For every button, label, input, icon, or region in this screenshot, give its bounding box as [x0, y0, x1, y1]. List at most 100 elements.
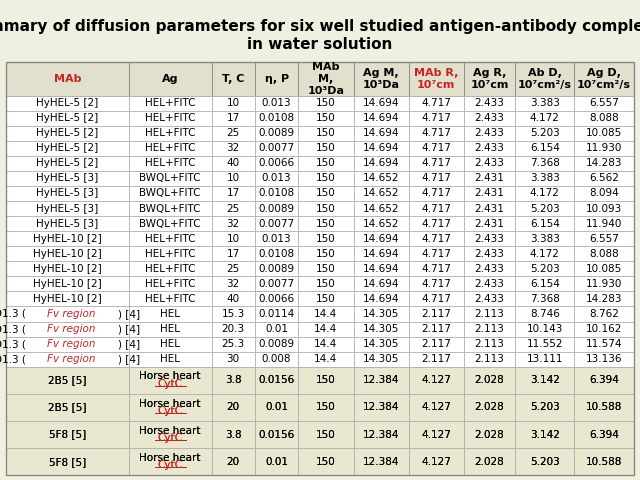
Bar	[212, 246, 255, 261]
Bar	[515, 322, 575, 336]
Text: 0.01: 0.01	[265, 402, 288, 412]
Text: HyHEL-5 [3]: HyHEL-5 [3]	[36, 204, 99, 214]
Text: 17: 17	[227, 113, 240, 123]
Bar	[212, 186, 255, 201]
Bar	[129, 171, 212, 186]
Bar	[298, 96, 353, 110]
Bar	[409, 96, 464, 110]
Bar	[464, 306, 515, 322]
Text: 2.028: 2.028	[475, 375, 504, 385]
Text: 6.557: 6.557	[589, 234, 619, 244]
Text: 14.4: 14.4	[314, 339, 337, 349]
Bar	[353, 216, 409, 231]
Text: 14.652: 14.652	[363, 189, 399, 198]
Text: 10.085: 10.085	[586, 264, 622, 274]
Text: 150: 150	[316, 402, 336, 412]
Bar	[212, 291, 255, 306]
Text: HEL+FITC: HEL+FITC	[145, 234, 195, 244]
Bar	[255, 336, 298, 352]
Text: 11.552: 11.552	[527, 339, 563, 349]
Bar	[515, 421, 575, 448]
Text: 14.4: 14.4	[314, 354, 337, 364]
Text: 2.113: 2.113	[475, 324, 504, 334]
Bar	[353, 367, 409, 394]
Bar	[409, 352, 464, 367]
Text: CytC: CytC	[157, 406, 182, 416]
Text: 20: 20	[227, 402, 240, 412]
Text: 6.557: 6.557	[589, 98, 619, 108]
Text: 14.305: 14.305	[363, 309, 399, 319]
Bar	[129, 367, 212, 394]
Text: ) [4]: ) [4]	[118, 324, 140, 334]
Bar	[353, 421, 409, 448]
Bar	[409, 261, 464, 276]
Bar	[409, 216, 464, 231]
Bar	[298, 448, 353, 475]
Text: 13.111: 13.111	[527, 354, 563, 364]
Bar	[464, 336, 515, 352]
Bar	[409, 322, 464, 336]
Bar	[575, 394, 634, 421]
Text: 2.431: 2.431	[475, 204, 504, 214]
Text: 8.746: 8.746	[530, 309, 560, 319]
Bar	[409, 276, 464, 291]
Text: Ag D,
10⁷cm²/s: Ag D, 10⁷cm²/s	[577, 68, 631, 90]
Text: 0.0066: 0.0066	[259, 158, 294, 168]
Bar	[6, 336, 129, 352]
Bar	[212, 276, 255, 291]
Text: 3.8: 3.8	[225, 375, 241, 385]
Text: 14.694: 14.694	[363, 264, 399, 274]
Bar	[464, 394, 515, 421]
Text: 2.028: 2.028	[475, 456, 504, 467]
Text: 0.0156: 0.0156	[259, 430, 295, 440]
Text: 150: 150	[316, 249, 336, 259]
Bar	[464, 367, 515, 394]
Text: 2B5 [5]: 2B5 [5]	[48, 402, 87, 412]
Bar	[255, 448, 298, 475]
Bar	[464, 448, 515, 475]
Bar	[6, 394, 129, 421]
Text: 4.717: 4.717	[421, 218, 451, 228]
Text: 150: 150	[316, 158, 336, 168]
Text: 14.305: 14.305	[363, 339, 399, 349]
Bar	[515, 367, 575, 394]
Bar	[353, 394, 409, 421]
Bar	[575, 448, 634, 475]
Bar	[464, 141, 515, 156]
Text: 0.0089: 0.0089	[259, 128, 294, 138]
Bar	[129, 394, 212, 421]
Text: 4.717: 4.717	[421, 98, 451, 108]
Text: HyHEL-5 [3]: HyHEL-5 [3]	[36, 173, 99, 183]
Bar	[212, 231, 255, 246]
Bar	[298, 126, 353, 141]
Bar	[6, 352, 129, 367]
Bar	[409, 141, 464, 156]
Bar	[353, 276, 409, 291]
Text: 2.433: 2.433	[475, 128, 504, 138]
Text: 2.431: 2.431	[475, 173, 504, 183]
Bar	[464, 126, 515, 141]
Bar	[575, 141, 634, 156]
Text: CytC: CytC	[157, 460, 182, 470]
Bar	[298, 367, 353, 394]
Text: ) [4]: ) [4]	[118, 354, 140, 364]
Bar	[409, 421, 464, 448]
Bar	[129, 367, 212, 394]
Text: 10.588: 10.588	[586, 456, 622, 467]
Text: 5.203: 5.203	[530, 128, 560, 138]
Text: 2.433: 2.433	[475, 234, 504, 244]
Text: 13.136: 13.136	[586, 354, 622, 364]
Text: 4.717: 4.717	[421, 158, 451, 168]
Bar	[255, 261, 298, 276]
Bar	[575, 322, 634, 336]
Text: HEL+FITC: HEL+FITC	[145, 294, 195, 304]
Bar	[6, 367, 634, 475]
Text: 25.3: 25.3	[221, 339, 245, 349]
Bar	[129, 126, 212, 141]
Bar	[515, 394, 575, 421]
Text: 12.384: 12.384	[363, 402, 399, 412]
Bar	[298, 110, 353, 126]
Bar	[298, 231, 353, 246]
Text: 3.8: 3.8	[225, 430, 241, 440]
Text: 150: 150	[316, 456, 336, 467]
